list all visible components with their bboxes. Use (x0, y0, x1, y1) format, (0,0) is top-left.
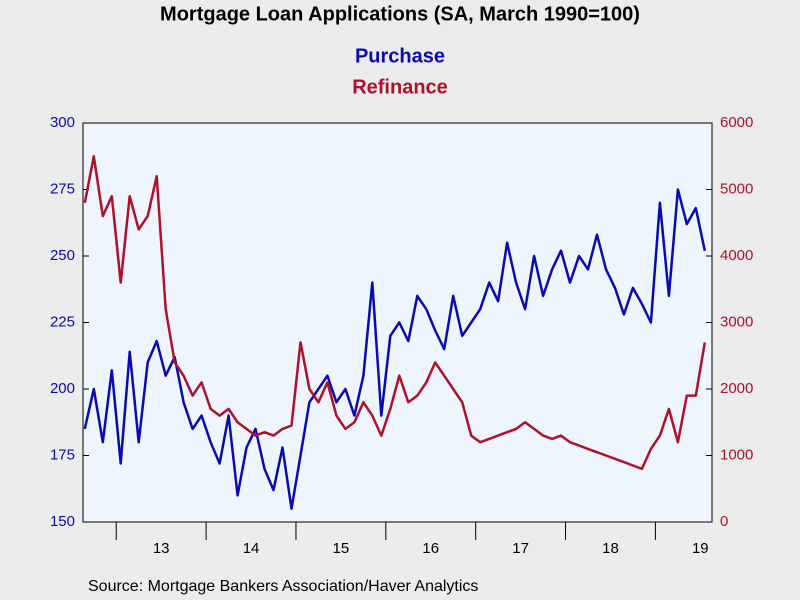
y-tick-label: 300 (50, 114, 75, 131)
y2-tick-label: 2000 (720, 380, 753, 397)
x-tick-label: 13 (153, 540, 170, 557)
y-tick-label: 175 (50, 446, 75, 463)
plot-area (82, 122, 713, 523)
y-tick-label: 275 (50, 180, 75, 197)
y-tick-label: 200 (50, 380, 75, 397)
y2-tick-label: 1000 (720, 446, 753, 463)
x-tick-label: 19 (692, 540, 709, 557)
y2-tick-label: 3000 (720, 313, 753, 330)
y2-tick-label: 5000 (720, 180, 753, 197)
source-note: Source: Mortgage Bankers Association/Hav… (88, 578, 478, 595)
legend-entry: Purchase (355, 45, 445, 67)
y2-tick-label: 6000 (720, 114, 753, 131)
y2-tick-label: 0 (720, 513, 728, 530)
series-line (83, 188, 707, 510)
series-line (83, 155, 707, 471)
x-tick-label: 18 (602, 540, 619, 557)
y-tick-label: 225 (50, 313, 75, 330)
chart-title: Mortgage Loan Applications (SA, March 19… (160, 3, 640, 25)
y-tick-label: 150 (50, 513, 75, 530)
x-tick-label: 15 (333, 540, 350, 557)
x-tick-label: 16 (422, 540, 439, 557)
legend-entry: Refinance (352, 76, 448, 98)
y2-tick-label: 4000 (720, 247, 753, 264)
x-tick-label: 14 (243, 540, 260, 557)
y-tick-label: 250 (50, 247, 75, 264)
x-tick-label: 17 (512, 540, 529, 557)
